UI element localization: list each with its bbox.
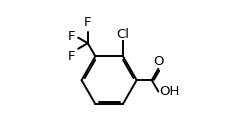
Text: F: F xyxy=(68,50,76,63)
Text: OH: OH xyxy=(159,85,180,98)
Text: O: O xyxy=(154,55,164,68)
Text: F: F xyxy=(68,30,76,43)
Text: F: F xyxy=(84,16,91,29)
Text: Cl: Cl xyxy=(116,27,129,40)
